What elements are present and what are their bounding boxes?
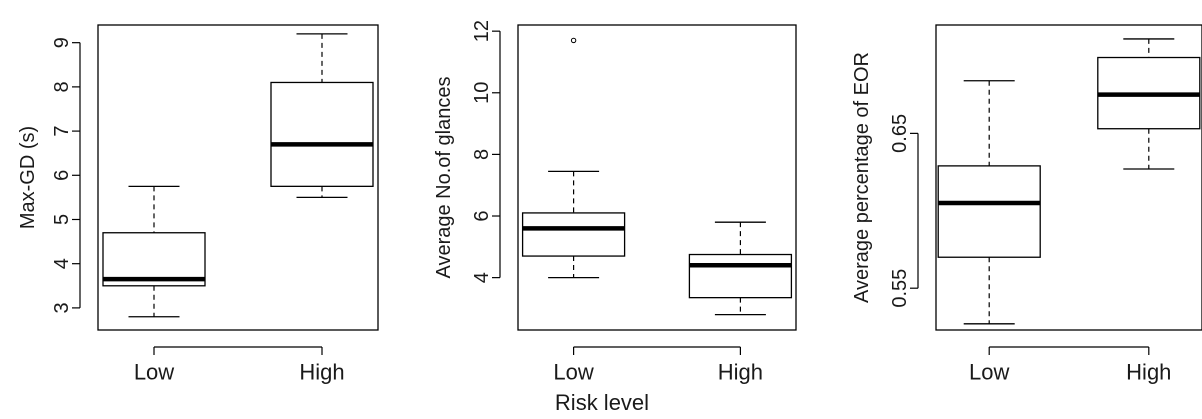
y-tick-label: 8 [51, 81, 73, 92]
plot-frame [517, 24, 797, 331]
y-tick-label: 9 [51, 37, 73, 48]
y-tick-label: 7 [51, 126, 73, 137]
y-tick-label: 8 [471, 149, 493, 160]
y-tick-label: 6 [51, 170, 73, 181]
plot-frame [97, 24, 379, 331]
y-axis-title: Max-GD (s) [17, 126, 39, 229]
y-tick-label: 10 [471, 82, 493, 104]
y-tick-label: 0.55 [889, 269, 911, 308]
x-tick-label: Low [553, 360, 593, 385]
y-tick-label: 4 [51, 258, 73, 269]
y-axis-title: Average percentage of EOR [851, 52, 873, 303]
y-tick-label: 6 [471, 210, 493, 221]
y-tick-label: 4 [471, 272, 493, 283]
y-tick-label: 0.65 [889, 114, 911, 153]
y-tick-label: 3 [51, 302, 73, 313]
box-iqr [688, 253, 793, 299]
outlier-point [570, 37, 577, 44]
box-iqr [270, 81, 374, 187]
x-tick-label: Low [969, 360, 1009, 385]
box-iqr [521, 212, 626, 257]
y-axis-title: Average No.of glances [433, 77, 455, 279]
y-tick-label: 12 [471, 20, 493, 42]
y-tick-label: 5 [51, 214, 73, 225]
x-tick-label: High [299, 360, 344, 385]
x-axis-title: Risk level [555, 390, 649, 415]
x-tick-label: High [1126, 360, 1171, 385]
x-tick-label: Low [134, 360, 174, 385]
box-iqr [937, 165, 1041, 258]
x-tick-label: High [718, 360, 763, 385]
plot-frame [935, 24, 1202, 331]
